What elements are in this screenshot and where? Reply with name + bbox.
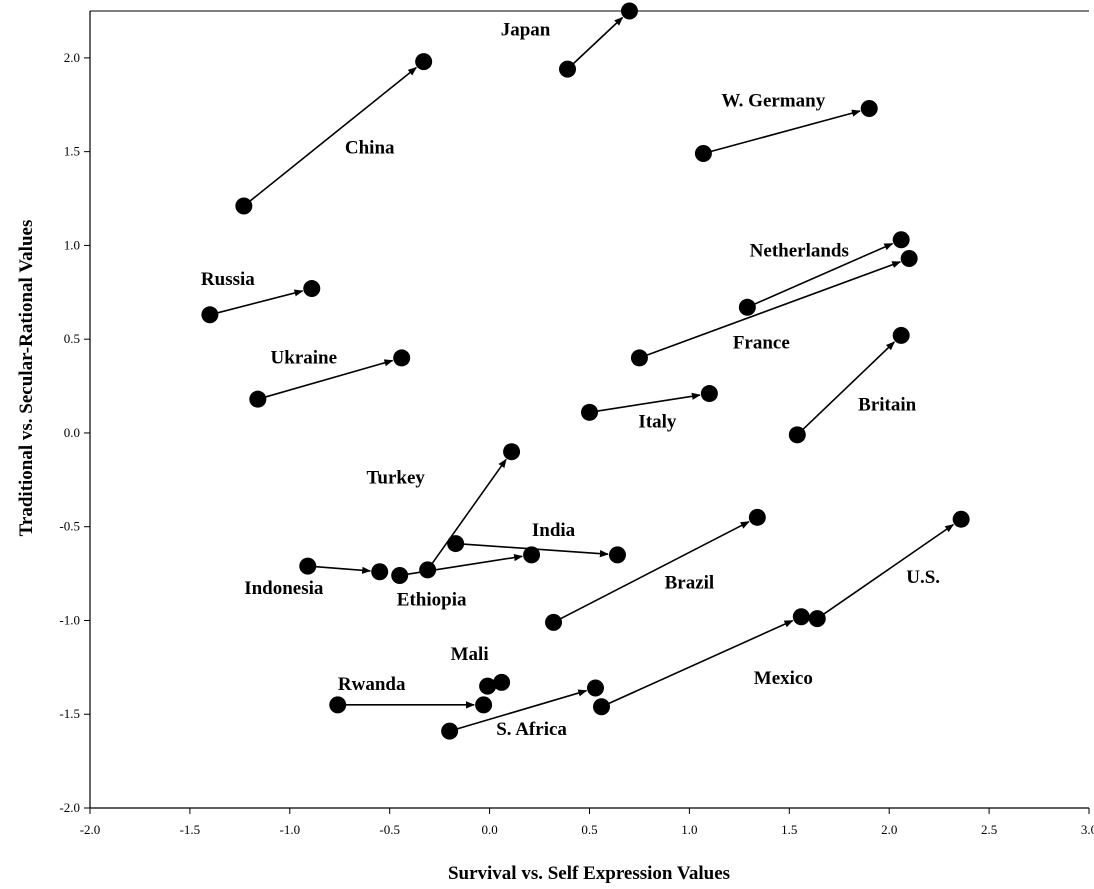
x-tick-label: 2.0 <box>881 822 897 837</box>
country-label: Mali <box>451 644 489 665</box>
point-end <box>475 696 492 713</box>
country-label: Brazil <box>665 573 715 594</box>
point-start <box>391 567 408 584</box>
country-label: India <box>532 520 576 541</box>
point-end <box>303 280 320 297</box>
x-tick-label: -1.0 <box>280 822 301 837</box>
country-label: S. Africa <box>496 719 567 740</box>
y-tick-label: -0.5 <box>59 519 80 534</box>
point-start <box>789 426 806 443</box>
point-end <box>415 53 432 70</box>
arrow-ethiopia <box>400 556 522 575</box>
x-axis-ticks: -2.0 -1.5 -1.0 -0.5 0.0 0.5 1.0 1.5 2.0 2.5 3.0 <box>80 808 1094 837</box>
y-tick-label: -1.0 <box>59 612 80 627</box>
point-start <box>441 723 458 740</box>
y-tick-label: 2.0 <box>64 50 80 65</box>
arrow-mexico <box>601 621 792 707</box>
point-start <box>419 561 436 578</box>
x-tick-label: 1.5 <box>781 822 797 837</box>
y-tick-label: 0.5 <box>64 331 80 346</box>
point-start <box>809 610 826 627</box>
y-axis-ticks: -2.0 -1.5 -1.0 -0.5 0.0 0.5 1.0 1.5 2.0 <box>59 50 90 815</box>
arrow-britain <box>797 342 894 435</box>
country-labels: Japan W. Germany China Russia Ukraine Netherl… <box>201 19 940 739</box>
point-end <box>793 608 810 625</box>
country-label: Ukraine <box>271 348 338 369</box>
x-tick-label: 2.5 <box>981 822 997 837</box>
point-end <box>953 511 970 528</box>
point-start <box>695 145 712 162</box>
x-tick-label: 0.0 <box>481 822 497 837</box>
y-tick-label: 1.5 <box>64 144 80 159</box>
x-tick-label: 1.0 <box>681 822 697 837</box>
country-label: Rwanda <box>338 674 406 695</box>
point-start <box>249 391 266 408</box>
point-end <box>893 327 910 344</box>
point-end <box>503 443 520 460</box>
y-tick-label: 0.0 <box>64 425 80 440</box>
point-end <box>861 100 878 117</box>
point-end <box>587 679 604 696</box>
arrow-russia <box>210 291 303 315</box>
point-end <box>493 674 510 691</box>
point-start <box>581 404 598 421</box>
x-tick-label: -0.5 <box>379 822 400 837</box>
x-axis-label: Survival vs. Self Expression Values <box>448 863 730 884</box>
y-tick-label: -1.5 <box>59 706 80 721</box>
country-label: Indonesia <box>244 578 324 599</box>
y-tick-label: 1.0 <box>64 237 80 252</box>
country-label: Japan <box>501 19 551 40</box>
arrow-turkey <box>428 459 506 569</box>
point-end <box>749 509 766 526</box>
arrow-indonesia <box>308 566 370 571</box>
country-label: Britain <box>858 394 916 415</box>
country-label: France <box>733 333 790 354</box>
y-tick-label: -2.0 <box>59 800 80 815</box>
point-end <box>901 250 918 267</box>
arrow-brazil <box>554 522 749 623</box>
arrow-japan <box>568 18 623 70</box>
country-label: China <box>345 138 395 159</box>
country-label: W. Germany <box>721 91 825 112</box>
point-start <box>545 614 562 631</box>
country-label: Mexico <box>754 668 813 689</box>
arrow-italy <box>590 395 700 412</box>
country-label: Turkey <box>366 468 425 489</box>
arrow-w-germany <box>703 111 860 154</box>
point-end <box>621 3 638 20</box>
point-end <box>893 231 910 248</box>
point-start <box>739 299 756 316</box>
country-label: Italy <box>638 411 677 432</box>
country-label: Netherlands <box>750 241 849 262</box>
x-tick-label: -2.0 <box>80 822 101 837</box>
point-end <box>701 385 718 402</box>
x-tick-label: 0.5 <box>581 822 597 837</box>
point-start <box>559 61 576 78</box>
point-end <box>393 349 410 366</box>
point-end <box>609 546 626 563</box>
point-start <box>235 198 252 215</box>
point-start <box>631 349 648 366</box>
y-axis-label: Traditional vs. Secular-Rational Values <box>16 220 37 537</box>
series-arrows <box>210 18 953 732</box>
country-label: U.S. <box>906 567 940 588</box>
point-start <box>329 696 346 713</box>
point-start <box>201 306 218 323</box>
country-label: Russia <box>201 269 255 290</box>
point-start <box>593 698 610 715</box>
country-label: Ethiopia <box>397 589 467 610</box>
point-start <box>299 558 316 575</box>
point-end <box>371 563 388 580</box>
x-tick-label: 3.0 <box>1081 822 1094 837</box>
point-end <box>523 546 540 563</box>
x-tick-label: -1.5 <box>180 822 201 837</box>
point-start <box>447 535 464 552</box>
